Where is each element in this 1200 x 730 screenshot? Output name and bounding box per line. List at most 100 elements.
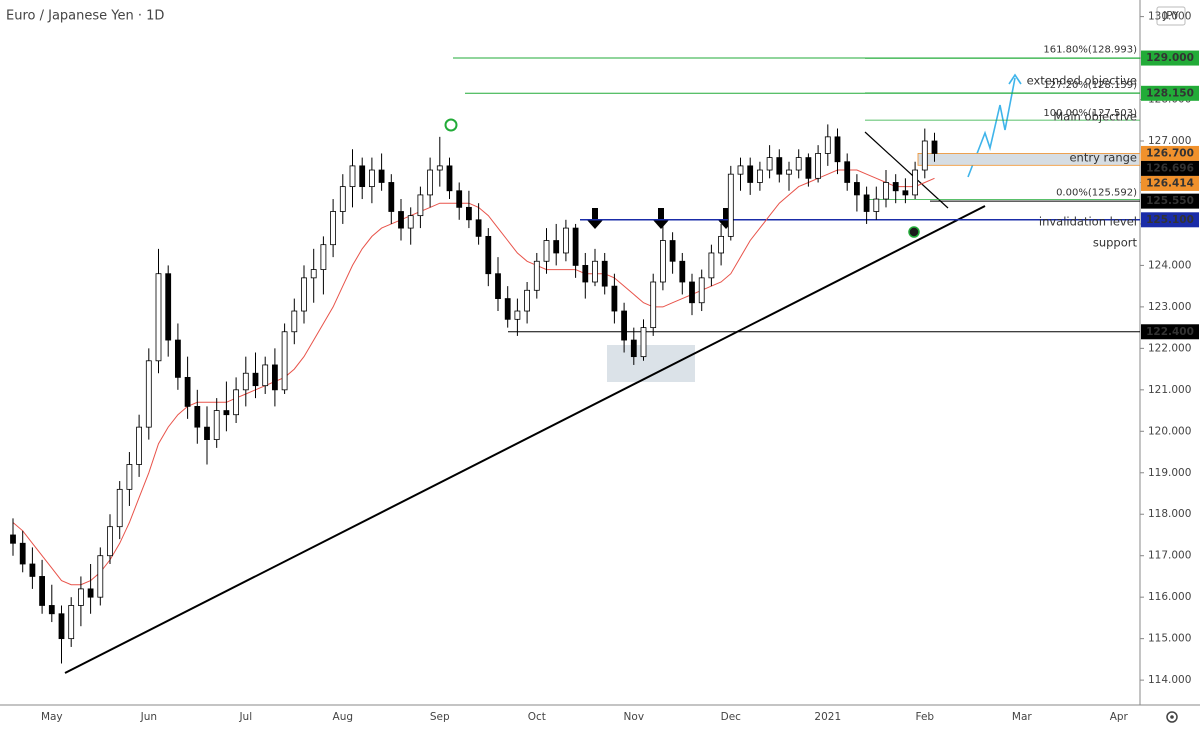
candle-body bbox=[708, 252, 715, 279]
candle-body bbox=[650, 281, 657, 329]
candle-body bbox=[902, 190, 909, 196]
candle-body bbox=[776, 157, 783, 175]
price-badge bbox=[1141, 85, 1199, 101]
candle-body bbox=[281, 331, 288, 391]
candle-body bbox=[349, 165, 356, 188]
candle-body bbox=[184, 376, 191, 407]
chart-title: Euro / Japanese Yen · 1D bbox=[6, 9, 164, 24]
candle-body bbox=[757, 169, 763, 183]
candle-body bbox=[233, 389, 240, 416]
y-tick-label: 122.000 bbox=[1148, 342, 1191, 354]
x-tick-label: Feb bbox=[916, 711, 935, 723]
candle-body bbox=[533, 260, 540, 291]
candle-body bbox=[504, 298, 511, 320]
price-badge bbox=[1141, 145, 1199, 161]
candle-body bbox=[310, 269, 317, 279]
candle-body bbox=[204, 426, 210, 440]
settings-gear[interactable] bbox=[1166, 711, 1178, 723]
y-tick-label: 127.000 bbox=[1148, 135, 1191, 147]
candle-body bbox=[621, 310, 627, 341]
candle-body bbox=[97, 555, 104, 598]
fib-label: 100.00%(127.503) bbox=[1043, 108, 1137, 119]
x-tick-label: Sep bbox=[430, 711, 450, 723]
annotation: Main objective bbox=[1053, 110, 1137, 124]
candle-body bbox=[795, 157, 802, 171]
candle-body bbox=[194, 406, 201, 428]
trendline bbox=[64, 205, 986, 674]
settings-icon[interactable] bbox=[1166, 711, 1178, 723]
fib-label: 161.80%(128.993) bbox=[1043, 44, 1137, 55]
candle-body bbox=[854, 182, 860, 196]
candle-body bbox=[359, 165, 366, 188]
candle-body bbox=[601, 260, 608, 287]
candle-body bbox=[543, 240, 550, 262]
candle-body bbox=[417, 194, 424, 217]
y-tick-label: 116.000 bbox=[1148, 591, 1191, 603]
candle-body bbox=[252, 372, 259, 387]
candle-body bbox=[689, 281, 695, 304]
x-tick-label: Jul bbox=[238, 711, 252, 723]
candle-body bbox=[786, 169, 792, 175]
price-badge-label: 129.000 bbox=[1146, 52, 1194, 64]
x-tick-label: Oct bbox=[528, 711, 546, 723]
y-tick-label: 114.000 bbox=[1148, 674, 1191, 686]
projection-path bbox=[967, 77, 1016, 178]
candle-body bbox=[834, 136, 841, 163]
price-badge-label: 125.100 bbox=[1146, 214, 1194, 226]
moving-average bbox=[12, 169, 935, 586]
candle-body bbox=[611, 285, 618, 312]
annotation: entry range bbox=[1069, 151, 1137, 165]
y-tick-label: 120.000 bbox=[1148, 425, 1191, 437]
candle-body bbox=[213, 410, 220, 440]
candle-body bbox=[388, 182, 395, 212]
price-badge-label: 125.550 bbox=[1146, 195, 1194, 207]
entry-range-box bbox=[917, 153, 1141, 166]
x-tick-label: Nov bbox=[624, 711, 645, 723]
candle-body bbox=[679, 260, 686, 283]
candle-body bbox=[485, 235, 492, 275]
x-tick-label: Aug bbox=[333, 711, 354, 723]
candle-body bbox=[669, 240, 676, 262]
candle-body bbox=[766, 157, 773, 171]
price-badge bbox=[1141, 212, 1199, 228]
price-badge bbox=[1141, 160, 1199, 176]
candle-body bbox=[630, 339, 637, 358]
annotation: extended objective bbox=[1027, 74, 1137, 88]
candle-body bbox=[737, 165, 744, 175]
currency-box bbox=[1156, 6, 1186, 26]
y-tick-label: 118.000 bbox=[1148, 508, 1191, 520]
annotation: invalidation level bbox=[1039, 215, 1137, 229]
candle-body bbox=[446, 165, 453, 192]
fib-label: 0.00%(125.592) bbox=[1056, 187, 1137, 198]
settings-hub[interactable] bbox=[1170, 715, 1174, 719]
candle-body bbox=[330, 211, 337, 246]
candle-body bbox=[48, 605, 55, 615]
candle-body bbox=[19, 542, 26, 565]
down-arrow bbox=[587, 208, 603, 229]
candle-body bbox=[572, 227, 579, 266]
candle-body bbox=[747, 165, 754, 183]
candle-body bbox=[436, 165, 443, 171]
candle-body bbox=[844, 161, 851, 183]
candle-body bbox=[407, 215, 414, 229]
x-tick-label: Dec bbox=[721, 711, 742, 723]
candle-body bbox=[815, 153, 821, 179]
candle-body bbox=[291, 310, 298, 333]
candle-body bbox=[58, 613, 65, 640]
candle-body bbox=[320, 244, 327, 270]
candle-body bbox=[78, 588, 84, 606]
candle-body bbox=[465, 206, 472, 221]
x-tick-label: May bbox=[41, 711, 63, 723]
fib-label: 127.20%(128.159) bbox=[1043, 80, 1137, 91]
candle-body bbox=[116, 488, 123, 528]
candle-body bbox=[456, 190, 463, 208]
candle-body bbox=[563, 227, 569, 254]
candle-body bbox=[262, 364, 269, 387]
y-tick-label: 124.000 bbox=[1148, 259, 1191, 271]
y-tick-label: 130.000 bbox=[1148, 11, 1191, 23]
currency-label: JPY bbox=[1162, 10, 1179, 22]
price-badge bbox=[1141, 50, 1199, 66]
candle-body bbox=[174, 339, 181, 378]
